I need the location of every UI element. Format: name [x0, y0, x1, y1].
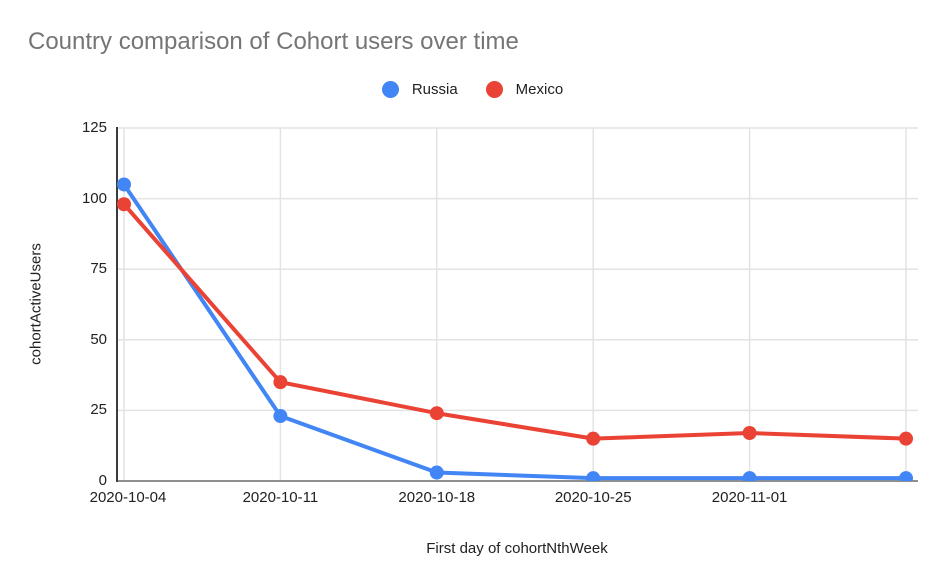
mexico-series-dot-icon — [485, 80, 503, 98]
legend-item-mexico[interactable]: Mexico — [485, 80, 564, 98]
y-tick-label: 25 — [90, 401, 107, 419]
russia-point[interactable] — [117, 177, 131, 192]
legend: Russia Mexico — [0, 80, 945, 98]
russia-line — [122, 182, 908, 481]
russia-point[interactable] — [899, 471, 913, 485]
russia-series-dot-icon — [381, 80, 399, 98]
y-tick-label: 125 — [81, 119, 107, 136]
y-axis-title: cohortActiveUsers — [27, 243, 45, 365]
x-tick-label: 2020-10-11 — [242, 489, 319, 506]
x-tick-label: 2020-11-01 — [711, 489, 788, 506]
legend-label-mexico: Mexico — [515, 80, 564, 98]
legend-label-russia: Russia — [411, 80, 458, 98]
russia-point[interactable] — [429, 465, 444, 480]
legend-item-russia[interactable]: Russia — [381, 80, 458, 98]
russia-point[interactable] — [586, 471, 601, 485]
chart-title: Country comparison of Cohort users over … — [28, 28, 519, 55]
x-tick-label: 2020-10-18 — [398, 489, 476, 506]
y-tick-label: 50 — [90, 330, 107, 348]
mexico-line — [122, 202, 908, 441]
y-tick-label: 100 — [81, 189, 107, 207]
mexico-point[interactable] — [429, 406, 444, 421]
russia-point[interactable] — [742, 471, 757, 485]
mexico-point[interactable] — [742, 425, 757, 440]
mexico-point[interactable] — [273, 375, 288, 390]
russia-series — [117, 177, 913, 485]
x-tick-label: 2020-10-04 — [89, 489, 167, 506]
x-tick-label: 2020-10-25 — [554, 489, 632, 506]
mexico-point[interactable] — [899, 431, 913, 446]
mexico-point[interactable] — [117, 197, 131, 212]
russia-point[interactable] — [273, 409, 288, 424]
mexico-point[interactable] — [586, 431, 601, 446]
y-tick-label: 75 — [90, 260, 107, 278]
mexico-series — [117, 197, 913, 446]
y-tick-label: 0 — [98, 472, 107, 489]
x-axis-title: First day of cohortNthWeek — [426, 540, 608, 557]
